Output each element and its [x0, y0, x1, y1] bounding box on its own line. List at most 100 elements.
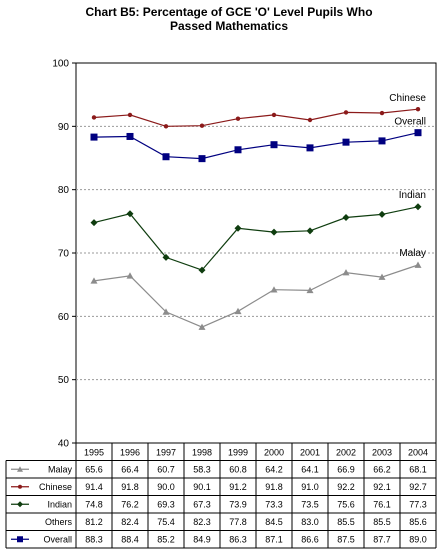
point-chinese-2002 [343, 110, 349, 115]
table-cell-indian-1999: 73.9 [229, 499, 247, 509]
end-label-malay: Malay [399, 248, 426, 259]
table-cell-others-1996: 82.4 [121, 517, 139, 527]
series-line-chinese [93, 108, 419, 127]
point-chinese-1998 [199, 123, 205, 128]
end-label-indian: Indian [399, 190, 426, 201]
legend-label-chinese: Chinese [39, 482, 72, 492]
x-tick-label-1995: 1995 [84, 448, 104, 458]
table-cell-others-2004: 85.6 [409, 517, 427, 527]
point-overall-1995 [90, 133, 98, 141]
series-line-indian [93, 206, 419, 271]
point-overall-2003 [378, 137, 386, 145]
point-indian-1999 [234, 224, 242, 232]
table-cell-indian-2002: 75.6 [337, 499, 355, 509]
y-tick-label-70: 70 [58, 249, 70, 260]
point-malay-1997 [162, 308, 170, 315]
legend-label-others: Others [45, 517, 73, 527]
point-indian-1995 [90, 219, 98, 227]
table-cell-malay-1997: 60.7 [157, 464, 175, 474]
x-tick-label-1998: 1998 [192, 448, 212, 458]
point-malay-1995 [90, 277, 98, 284]
point-overall-1998 [198, 155, 206, 163]
y-tick-label-40: 40 [58, 439, 70, 450]
point-chinese-2000 [271, 112, 277, 118]
table-cell-chinese-2000: 91.8 [265, 482, 283, 492]
x-tick-label-1996: 1996 [120, 448, 140, 458]
table-cell-overall-1997: 85.2 [157, 534, 175, 544]
table-cell-chinese-1996: 91.8 [121, 482, 139, 492]
y-tick-label-80: 80 [58, 185, 70, 196]
point-malay-1996 [126, 272, 134, 279]
series-line-overall [93, 132, 419, 160]
legend-marker-overall [17, 536, 23, 543]
point-indian-1996 [126, 210, 134, 218]
table-cell-indian-2001: 73.5 [301, 499, 319, 509]
table-cell-indian-1995: 74.8 [85, 499, 103, 509]
table-cell-malay-2004: 68.1 [409, 464, 427, 474]
table-cell-indian-2004: 77.3 [409, 499, 427, 509]
point-malay-2002 [342, 269, 350, 276]
table-cell-overall-2000: 87.1 [265, 534, 283, 544]
point-indian-2002 [342, 214, 350, 222]
x-tick-label-2001: 2001 [300, 448, 320, 458]
point-chinese-2001 [307, 117, 313, 123]
point-indian-1997 [162, 253, 170, 261]
table-cell-overall-2003: 87.7 [373, 534, 391, 544]
table-cell-malay-1996: 66.4 [121, 464, 139, 474]
point-overall-1999 [234, 146, 242, 154]
point-overall-1997 [162, 153, 170, 161]
table-cell-indian-1996: 76.2 [121, 499, 139, 509]
legend-marker-indian [17, 501, 23, 508]
point-indian-2003 [378, 210, 386, 218]
table-cell-malay-1999: 60.8 [229, 464, 247, 474]
point-malay-2003 [378, 273, 386, 280]
point-malay-1999 [234, 307, 242, 315]
legend-marker-chinese [18, 484, 22, 489]
point-overall-1996 [126, 132, 134, 140]
table-cell-overall-2002: 87.5 [337, 534, 355, 544]
x-tick-label-2002: 2002 [336, 448, 356, 458]
table-cell-chinese-1999: 91.2 [229, 482, 247, 492]
table-cell-malay-2000: 64.2 [265, 464, 283, 474]
point-overall-2001 [306, 144, 314, 152]
table-cell-overall-1998: 84.9 [193, 534, 211, 544]
table-cell-malay-2002: 66.9 [337, 464, 355, 474]
point-chinese-2003 [379, 110, 385, 116]
chart-title: Chart B5: Percentage of GCE 'O' Level Pu… [85, 5, 373, 33]
x-tick-label-2003: 2003 [372, 448, 392, 458]
x-tick-label-2000: 2000 [264, 448, 284, 458]
point-indian-2001 [306, 227, 314, 235]
y-tick-label-50: 50 [58, 375, 70, 386]
point-overall-2000 [270, 141, 278, 149]
table-cell-others-1998: 82.3 [193, 517, 211, 527]
point-overall-2004 [414, 129, 422, 137]
table-cell-chinese-1997: 90.0 [157, 482, 175, 492]
table-cell-overall-2004: 89.0 [409, 534, 427, 544]
end-label-chinese: Chinese [389, 93, 426, 104]
table-cell-chinese-2001: 91.0 [301, 482, 319, 492]
table-cell-overall-2001: 86.6 [301, 534, 319, 544]
legend-label-indian: Indian [47, 499, 72, 509]
table-cell-indian-1997: 69.3 [157, 499, 175, 509]
legend-marker-malay [17, 466, 23, 472]
y-tick-label-90: 90 [58, 122, 70, 133]
series-line-malay [93, 264, 419, 328]
table-cell-chinese-2002: 92.2 [337, 482, 355, 492]
point-indian-1998 [198, 266, 206, 274]
table-cell-malay-1995: 65.6 [85, 464, 103, 474]
table-cell-indian-1998: 67.3 [193, 499, 211, 509]
table-cell-chinese-1998: 90.1 [193, 482, 211, 492]
y-tick-label-60: 60 [58, 312, 70, 323]
point-malay-1998 [198, 323, 206, 330]
table-cell-others-2002: 85.5 [337, 517, 355, 527]
x-tick-label-2004: 2004 [408, 448, 428, 458]
x-tick-label-1997: 1997 [156, 448, 176, 458]
table-cell-overall-1996: 88.4 [121, 534, 139, 544]
table-cell-overall-1999: 86.3 [229, 534, 247, 544]
point-chinese-1995 [91, 115, 97, 120]
point-malay-2000 [270, 286, 278, 293]
point-malay-2001 [306, 286, 314, 294]
point-chinese-1999 [235, 116, 241, 121]
table-cell-others-2001: 83.0 [301, 517, 319, 527]
